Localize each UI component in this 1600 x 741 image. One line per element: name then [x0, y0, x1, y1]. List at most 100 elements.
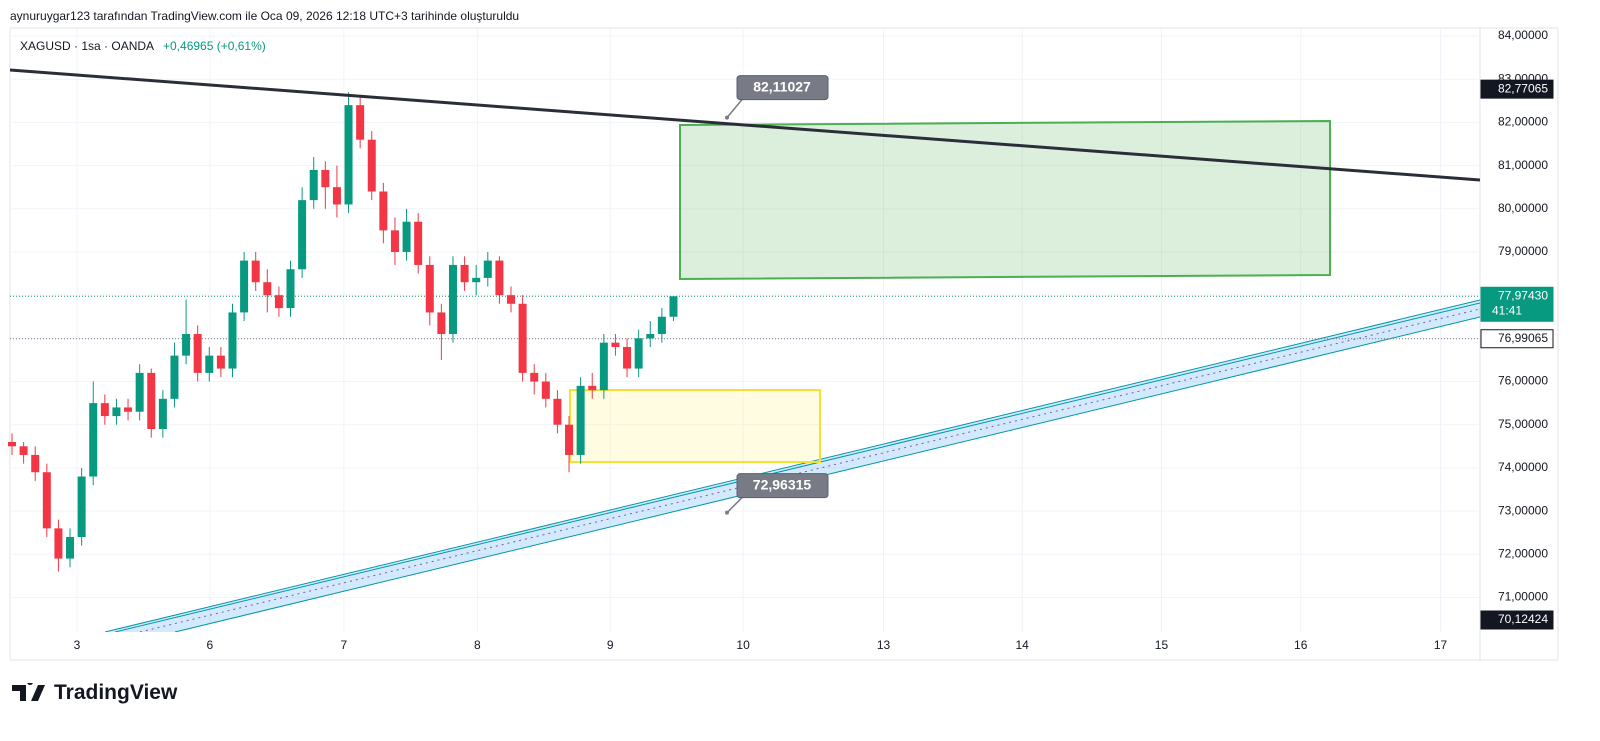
candle-body: [135, 372, 144, 412]
candle-body: [251, 260, 260, 283]
y-tick-label: 81,00000: [1498, 158, 1548, 172]
annotation-label: 82,11027: [753, 78, 811, 94]
candle-body: [669, 296, 678, 317]
candle-body: [344, 105, 353, 205]
candle-body: [332, 187, 341, 205]
channel-upper: [104, 299, 1480, 632]
grid: [10, 28, 1480, 632]
price-label: 77,97430: [1498, 288, 1548, 302]
symbol: XAGUSD · 1sa · OANDA: [20, 39, 154, 53]
candle-body: [367, 139, 376, 192]
candle-body: [321, 169, 330, 188]
candle-body: [483, 260, 492, 278]
x-tick-label: 7: [341, 638, 348, 652]
y-tick-label: 80,00000: [1498, 201, 1548, 215]
candle-body: [205, 355, 214, 373]
candle-body: [541, 381, 550, 399]
x-tick-label: 3: [74, 638, 81, 652]
candle-body: [228, 312, 237, 369]
y-tick-label: 82,00000: [1498, 115, 1548, 129]
candle-body: [565, 424, 574, 455]
logo-icon: [12, 683, 45, 701]
price-levels: [10, 295, 1480, 340]
candle-body: [274, 295, 283, 309]
price-label-box: [1480, 329, 1554, 349]
chart-frame: [9, 27, 1559, 661]
candle-body: [31, 454, 40, 473]
annotation-box: [736, 75, 829, 101]
countdown: 41:41: [1492, 303, 1522, 317]
candle-body: [495, 260, 504, 296]
candle-body: [379, 191, 388, 231]
y-tick-label: 75,00000: [1498, 417, 1548, 431]
candle-body: [19, 446, 28, 455]
candle-body: [124, 407, 133, 412]
price-label-box: [1480, 286, 1554, 322]
candle-body: [634, 338, 643, 369]
price-label: 76,99065: [1498, 331, 1548, 345]
target-zone: [679, 119, 1331, 281]
candle-body: [112, 407, 121, 417]
logo-text: TradingView: [54, 681, 178, 704]
candle-body: [576, 385, 585, 455]
candle-body: [158, 398, 167, 430]
annotation-point: [725, 510, 729, 515]
candle-body: [448, 264, 457, 335]
drawings: [104, 119, 1480, 632]
candle-body: [216, 355, 225, 369]
price-label: 70,12424: [1498, 612, 1548, 626]
candle-body: [530, 372, 539, 382]
candle-body: [507, 295, 516, 304]
y-tick-label: 74,00000: [1498, 460, 1548, 474]
candle-body: [263, 282, 272, 296]
support-zone: [569, 389, 821, 463]
candle-body: [611, 342, 620, 347]
candle-body: [437, 312, 446, 335]
candle-body: [77, 476, 86, 537]
annotation-pointer: [726, 99, 743, 119]
chart: 84,0000083,0000082,0000081,0000080,00000…: [8, 27, 1559, 661]
candle-body: [657, 316, 666, 335]
x-tick-label: 9: [607, 638, 614, 652]
change: +0,46965 (+0,61%): [163, 39, 266, 53]
candles: [8, 92, 678, 572]
x-tick-label: 16: [1294, 638, 1308, 652]
annotation-label: 72,96315: [753, 476, 812, 492]
candle-body: [309, 169, 318, 201]
candle-body: [170, 355, 179, 399]
y-tick-label: 71,00000: [1498, 590, 1548, 604]
candle-body: [54, 528, 63, 559]
logo: TradingView: [12, 681, 177, 705]
x-tick-label: 14: [1016, 638, 1030, 652]
candle-body: [472, 277, 481, 283]
candle-body: [240, 260, 249, 313]
price-label-box: [1480, 79, 1554, 99]
candle-body: [182, 334, 191, 356]
candle-body: [553, 398, 562, 425]
channel-upper-inner: [114, 302, 1480, 632]
candle-body: [623, 346, 632, 369]
x-tick-label: 6: [207, 638, 214, 652]
candle-body: [425, 264, 434, 313]
candle-body: [66, 536, 75, 559]
candle-body: [298, 200, 307, 270]
candle-body: [646, 334, 655, 339]
candle-body: [286, 269, 295, 309]
x-tick-label: 15: [1155, 638, 1169, 652]
candle-body: [402, 221, 411, 252]
candle-body: [356, 105, 365, 140]
candle-body: [42, 472, 51, 529]
candle-body: [147, 372, 156, 430]
x-tick-label: 13: [877, 638, 891, 652]
candle-body: [8, 441, 16, 447]
candle-body: [518, 303, 527, 373]
overlay: 84,0000083,0000082,0000081,0000080,00000…: [74, 28, 1554, 652]
candle-body: [588, 385, 597, 391]
annotation-pointer: [726, 497, 743, 514]
candle-body: [193, 334, 202, 373]
channel-mid: [139, 308, 1480, 632]
candle-body: [89, 403, 98, 477]
y-tick-label: 73,00000: [1498, 503, 1548, 517]
x-tick-label: 17: [1434, 638, 1448, 652]
